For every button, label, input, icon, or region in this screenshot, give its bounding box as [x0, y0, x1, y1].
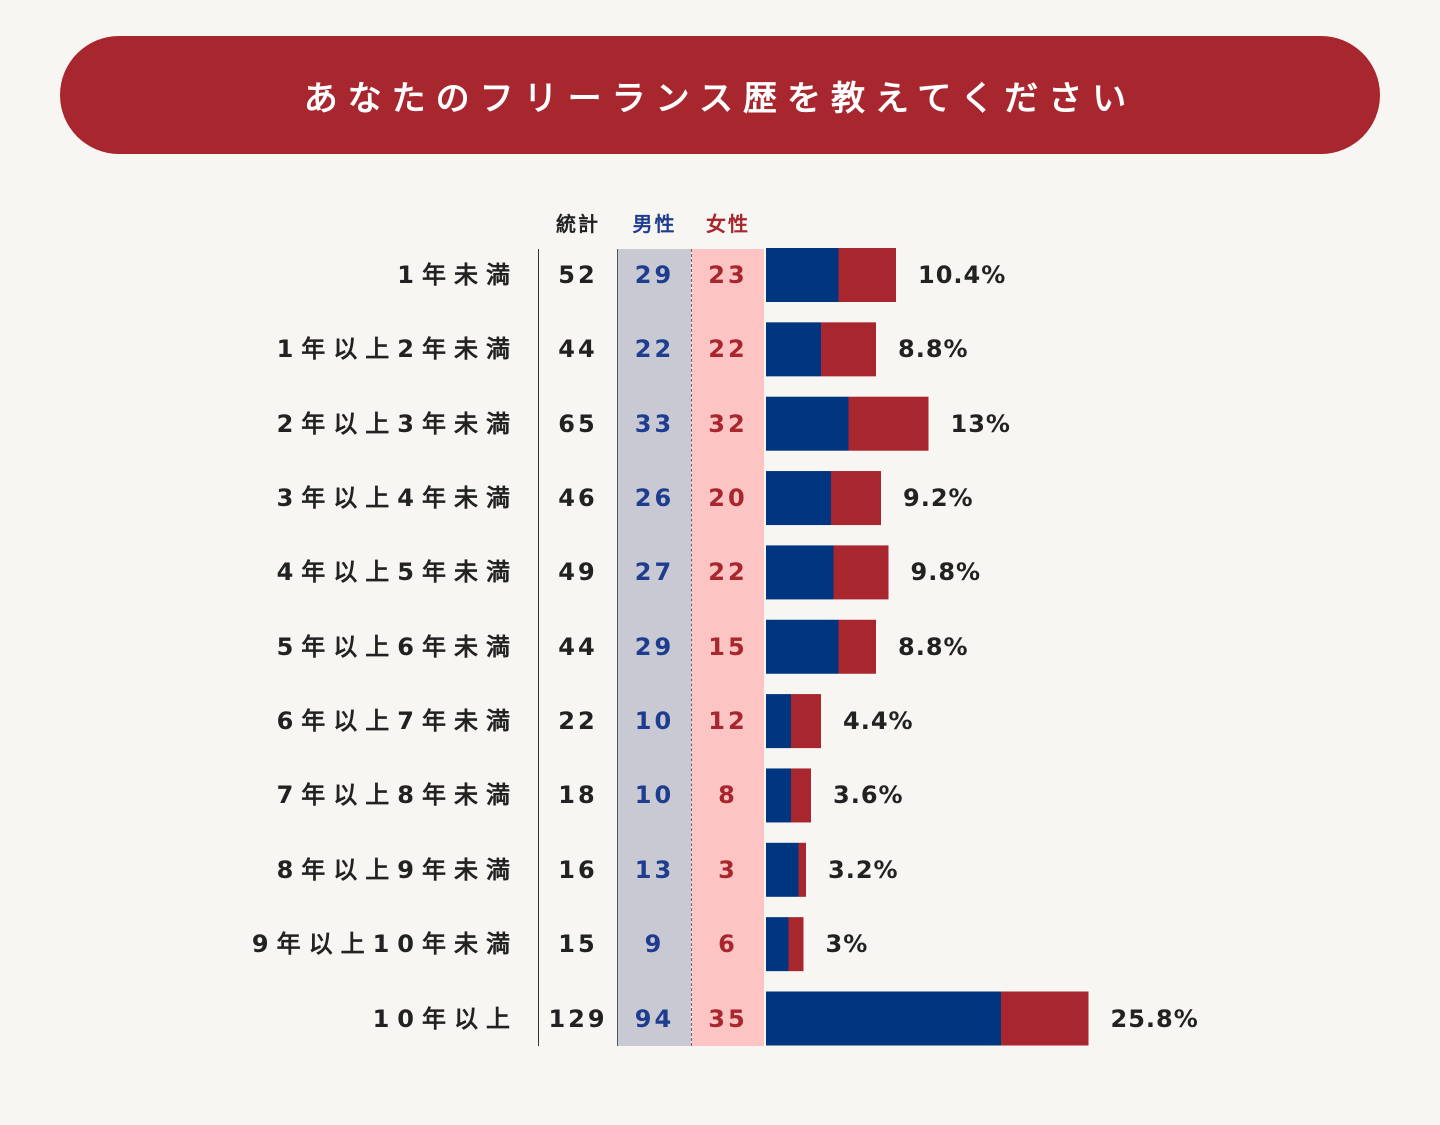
female-column-background [692, 249, 764, 1046]
female-value: 12 [708, 707, 748, 736]
bar-male [766, 322, 821, 377]
total-value: 44 [558, 335, 598, 364]
bar-female [833, 545, 889, 600]
row-label: 1年以上2年未満 [276, 335, 518, 364]
row-label: 9年以上10年未満 [251, 930, 518, 959]
total-value: 65 [558, 409, 598, 438]
header-male: 男性 [632, 212, 677, 236]
bar-female [788, 917, 804, 972]
row-label: 6年以上7年未満 [276, 707, 518, 736]
percent-label: 4.4% [843, 707, 914, 736]
bar-male [766, 396, 849, 451]
row-label: 3年以上4年未満 [276, 484, 518, 513]
total-value: 16 [558, 855, 598, 884]
row-label: 2年以上3年未満 [276, 409, 518, 438]
row-label: 7年以上8年未満 [276, 781, 518, 810]
percent-label: 3.6% [833, 781, 904, 810]
percent-label: 8.8% [898, 335, 969, 364]
row-label: 4年以上5年未満 [276, 558, 518, 587]
percent-label: 3% [825, 930, 869, 959]
male-column-divider [617, 249, 618, 1046]
male-value: 10 [634, 707, 675, 736]
male-value: 27 [634, 558, 675, 587]
female-value: 3 [718, 855, 738, 884]
total-value: 18 [558, 781, 598, 810]
female-value: 20 [708, 484, 748, 513]
male-value: 94 [634, 1004, 675, 1033]
male-value: 22 [634, 335, 675, 364]
row-label: 5年以上6年未満 [276, 632, 518, 661]
male-value: 13 [634, 855, 675, 884]
total-value: 15 [558, 930, 598, 959]
header-female: 女性 [706, 212, 750, 236]
row-label: 10年以上 [372, 1004, 518, 1033]
bar-female [848, 396, 929, 451]
female-value: 22 [708, 335, 748, 364]
bar-female [831, 471, 881, 526]
total-value: 44 [558, 632, 598, 661]
female-column-divider [691, 249, 692, 1046]
bar-male [766, 694, 791, 749]
total-value: 129 [548, 1004, 608, 1033]
total-value: 52 [558, 261, 598, 289]
male-column-background [618, 249, 691, 1046]
chart-title: あなたのフリーランス歴を教えてください [303, 78, 1137, 119]
male-value: 9 [644, 930, 665, 959]
bar-female [821, 322, 876, 377]
bar-female [838, 248, 896, 302]
female-value: 6 [718, 930, 738, 959]
bar-male [766, 917, 789, 972]
bar-female [791, 768, 811, 823]
female-value: 15 [708, 632, 748, 661]
male-value: 10 [634, 781, 675, 810]
female-value: 23 [708, 261, 748, 289]
bar-male [766, 991, 1001, 1046]
bar-male [766, 768, 791, 823]
percent-label: 8.8% [898, 632, 969, 661]
bar-female [798, 842, 806, 897]
bar-male [766, 248, 839, 302]
female-value: 8 [718, 781, 738, 810]
percent-label: 9.8% [910, 558, 982, 587]
percent-label: 13% [950, 409, 1011, 438]
male-value: 26 [634, 484, 675, 513]
bar-male [766, 545, 834, 600]
title-banner: あなたのフリーランス歴を教えてください [60, 36, 1380, 154]
bar-male [766, 842, 799, 897]
percent-label: 10.4% [918, 261, 1007, 289]
label-divider [538, 249, 539, 1046]
bar-male [766, 619, 839, 674]
male-value: 29 [634, 632, 675, 661]
percent-label: 25.8% [1110, 1004, 1199, 1033]
female-value: 35 [708, 1004, 748, 1033]
row-label: 1年未満 [397, 261, 518, 289]
total-value: 46 [558, 484, 598, 513]
male-value: 29 [634, 261, 675, 289]
female-value: 32 [708, 409, 748, 438]
total-value: 49 [558, 558, 598, 587]
percent-label: 9.2% [903, 484, 974, 513]
total-value: 22 [558, 707, 598, 736]
header-total: 統計 [556, 212, 600, 236]
bar-female [1001, 991, 1089, 1046]
bar-female [791, 694, 821, 749]
bar-male [766, 471, 831, 526]
percent-label: 3.2% [828, 855, 899, 884]
bar-female [838, 619, 876, 674]
row-label: 8年以上9年未満 [276, 855, 518, 884]
male-value: 33 [634, 409, 675, 438]
female-value: 22 [708, 558, 748, 587]
